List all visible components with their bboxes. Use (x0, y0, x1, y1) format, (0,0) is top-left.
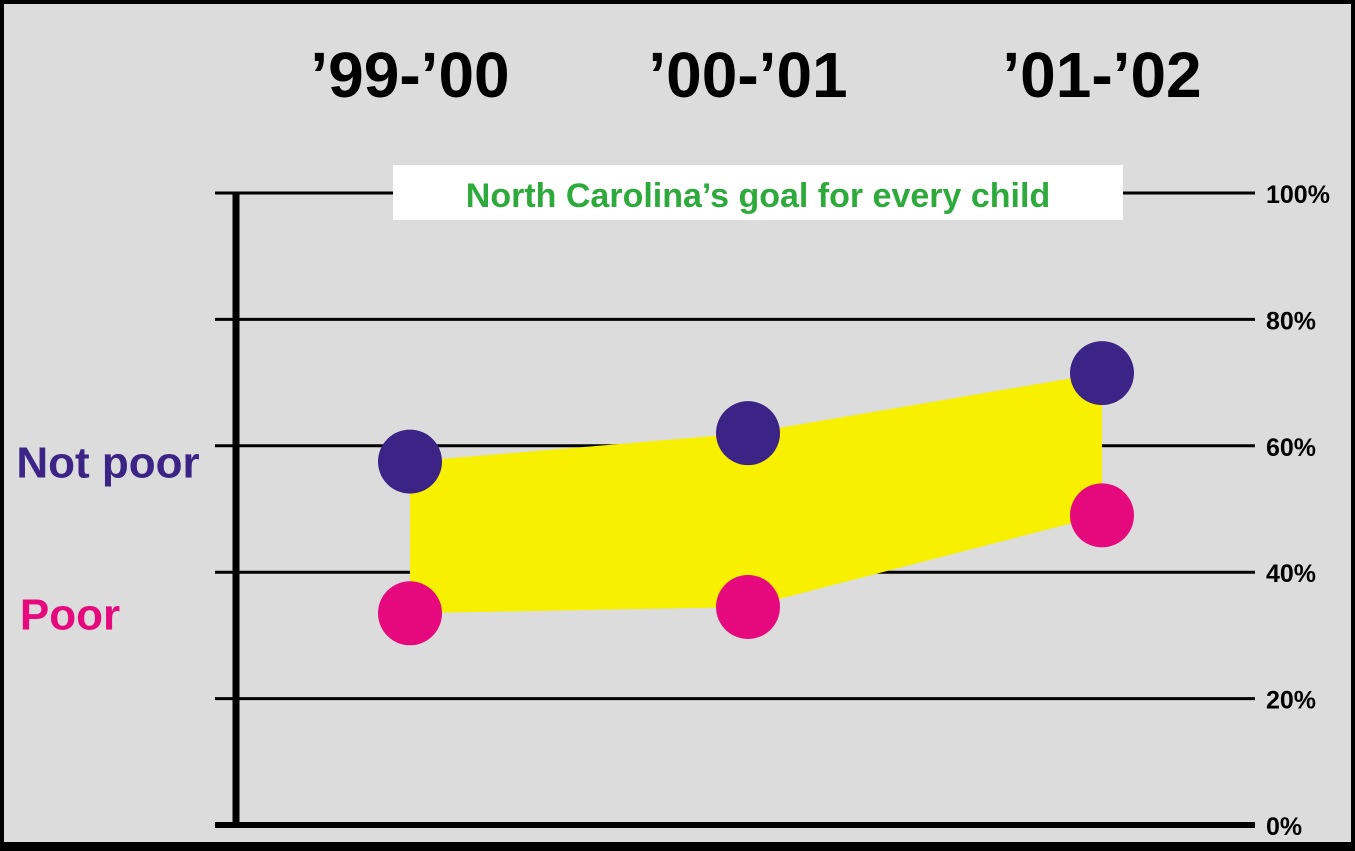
y-tick-label: 40% (1266, 560, 1316, 588)
category-label: ’00-’01 (648, 39, 847, 111)
poor-point (716, 574, 780, 639)
poor-point (378, 581, 442, 646)
y-tick-label: 0% (1266, 813, 1302, 841)
category-label: ’99-’00 (310, 39, 509, 111)
poor-point (1070, 483, 1134, 548)
series-label: Poor (20, 590, 120, 639)
not-poor-point (716, 401, 780, 466)
data-points (378, 341, 1134, 646)
labels: 0% 20% 40% 60% 80% 100% North Carolina’s goal … (16, 39, 1330, 841)
y-tick-label: 100% (1266, 181, 1330, 209)
gap-shading (410, 373, 1102, 614)
goal-annotation-text: North Carolina’s goal for every child (466, 177, 1050, 215)
chart-background (4, 4, 1351, 842)
series-label: Not poor (16, 439, 199, 488)
not-poor-point (378, 429, 442, 494)
y-tick-label: 60% (1266, 434, 1316, 462)
y-tick-label: 20% (1266, 687, 1316, 715)
gap-area (410, 373, 1102, 614)
not-poor-point (1070, 341, 1134, 406)
category-label: ’01-’02 (1002, 39, 1201, 111)
goal-annotation-box (393, 165, 1123, 220)
y-tick-label: 80% (1266, 307, 1316, 335)
